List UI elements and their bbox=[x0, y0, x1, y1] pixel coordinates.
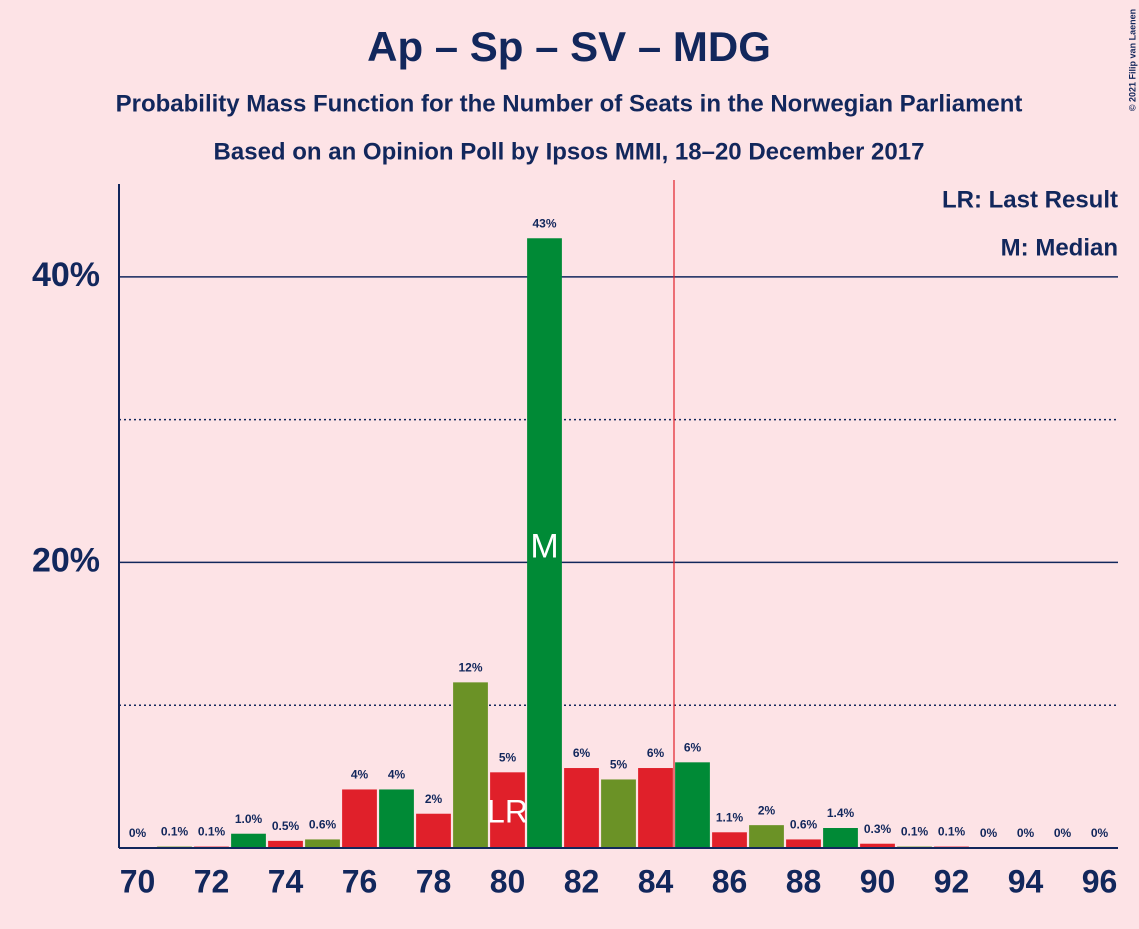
bar bbox=[823, 828, 858, 848]
legend-entry: M: Median bbox=[1001, 234, 1118, 261]
bar bbox=[268, 840, 303, 848]
bar bbox=[379, 789, 414, 848]
value-label: 0.5% bbox=[272, 819, 300, 833]
x-tick-label: 84 bbox=[638, 863, 674, 899]
value-label: 0% bbox=[129, 826, 147, 840]
x-tick-label: 96 bbox=[1082, 863, 1118, 899]
value-label: 4% bbox=[388, 768, 406, 782]
bar bbox=[675, 762, 710, 848]
chart-title: Ap – Sp – SV – MDG bbox=[367, 23, 771, 70]
value-label: 6% bbox=[647, 746, 665, 760]
value-label: 1.0% bbox=[235, 812, 263, 826]
x-tick-label: 88 bbox=[786, 863, 822, 899]
x-tick-label: 94 bbox=[1008, 863, 1044, 899]
median-label: M bbox=[530, 527, 558, 565]
value-label: 0% bbox=[1017, 826, 1035, 840]
value-label: 0.1% bbox=[198, 825, 226, 839]
value-label: 6% bbox=[684, 740, 702, 754]
x-tick-label: 70 bbox=[120, 863, 156, 899]
value-label: 0.1% bbox=[901, 825, 929, 839]
bar bbox=[786, 839, 821, 848]
value-label: 6% bbox=[573, 746, 591, 760]
y-tick-label: 40% bbox=[32, 256, 100, 294]
value-label: 43% bbox=[532, 216, 556, 230]
bar bbox=[638, 768, 673, 848]
value-label: 0% bbox=[1091, 826, 1109, 840]
value-label: 1.1% bbox=[716, 810, 744, 824]
subtitle: Probability Mass Function for the Number… bbox=[116, 90, 1023, 117]
x-tick-label: 76 bbox=[342, 863, 378, 899]
value-label: 12% bbox=[458, 661, 482, 675]
bar bbox=[305, 839, 340, 848]
x-tick-label: 82 bbox=[564, 863, 600, 899]
value-label: 0% bbox=[1054, 826, 1072, 840]
bar bbox=[860, 843, 895, 848]
value-label: 2% bbox=[758, 803, 776, 817]
value-label: 1.4% bbox=[827, 806, 855, 820]
bar bbox=[749, 825, 784, 848]
legend-entry: LR: Last Result bbox=[942, 186, 1118, 213]
bar bbox=[490, 772, 525, 848]
x-tick-label: 90 bbox=[860, 863, 896, 899]
x-tick-label: 78 bbox=[416, 863, 452, 899]
value-label: 0.6% bbox=[309, 818, 337, 832]
bar bbox=[453, 682, 488, 848]
bar bbox=[527, 238, 562, 849]
value-label: 2% bbox=[425, 792, 443, 806]
value-label: 0% bbox=[980, 826, 998, 840]
value-label: 5% bbox=[499, 750, 517, 764]
copyright: © 2021 Filip van Laenen bbox=[1127, 9, 1137, 111]
value-label: 0.1% bbox=[938, 825, 966, 839]
value-label: 5% bbox=[610, 758, 628, 772]
bar bbox=[342, 789, 377, 848]
x-tick-label: 92 bbox=[934, 863, 970, 899]
subtitle: Based on an Opinion Poll by Ipsos MMI, 1… bbox=[214, 138, 925, 165]
value-label: 0.1% bbox=[161, 825, 189, 839]
x-tick-label: 86 bbox=[712, 863, 748, 899]
value-label: 4% bbox=[351, 768, 369, 782]
bar bbox=[416, 813, 451, 848]
x-tick-label: 80 bbox=[490, 863, 526, 899]
value-label: 0.3% bbox=[864, 822, 892, 836]
y-tick-label: 20% bbox=[32, 541, 100, 579]
x-tick-label: 72 bbox=[194, 863, 230, 899]
bar bbox=[231, 833, 266, 848]
bar bbox=[564, 768, 599, 848]
value-label: 0.6% bbox=[790, 818, 818, 832]
x-tick-label: 74 bbox=[268, 863, 304, 899]
bar bbox=[712, 832, 747, 848]
bar bbox=[601, 779, 636, 848]
last-result-label: LR bbox=[487, 793, 528, 829]
